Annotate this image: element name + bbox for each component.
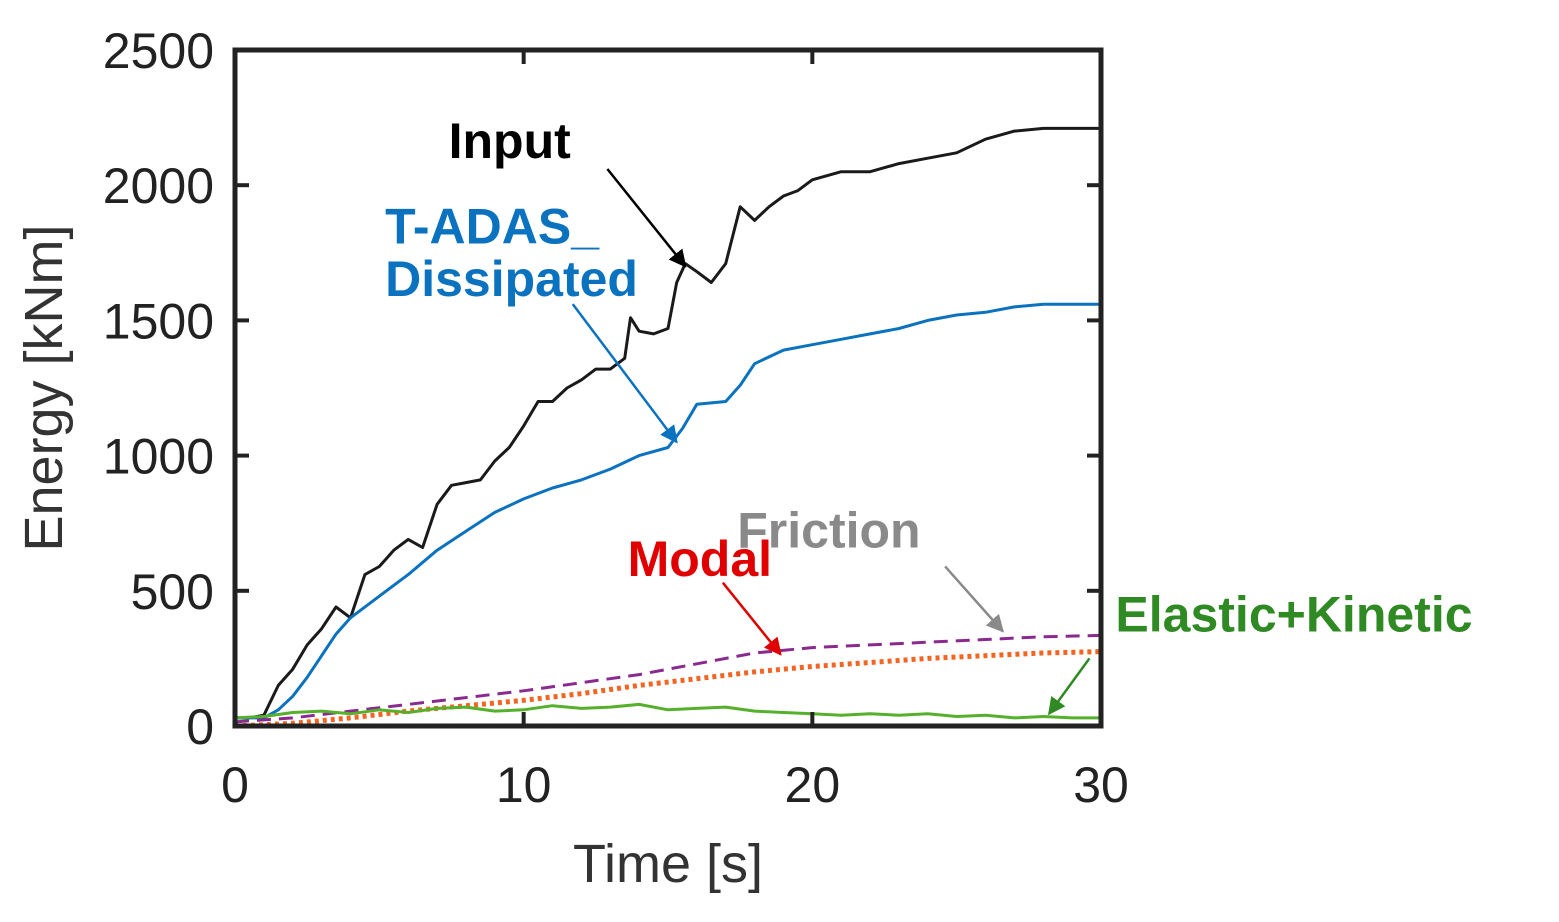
plot-frame (232, 47, 1104, 729)
tick-layer: 0 10 20 30 0 500 1000 1500 2000 2500 (103, 23, 1129, 813)
annotation-label-input: Input (449, 113, 572, 169)
series-layer (234, 126, 1102, 729)
annotation-arrow-modal (721, 581, 782, 656)
y-tick-label: 1500 (103, 293, 214, 349)
annotation-label-modal: Modal (628, 531, 772, 587)
series-line-input (235, 126, 1101, 720)
annotation-label-t-adas: T-ADAS_ (385, 198, 600, 254)
series-line-t-adas-dissipated (235, 302, 1101, 720)
annotation-arrow-friction (944, 565, 1005, 633)
y-tick-label: 2000 (103, 158, 214, 214)
series-line-modal (234, 649, 1102, 729)
x-tick-label: 0 (221, 757, 249, 813)
y-tick-label: 2500 (103, 23, 214, 79)
y-axis-label: Energy [kNm] (14, 224, 74, 551)
y-tick-label: 1000 (103, 429, 214, 485)
y-tick-label: 0 (186, 699, 214, 755)
annotation-label-dissipated: Dissipated (385, 251, 638, 307)
x-axis-label: Time [s] (573, 834, 763, 894)
annotation-arrow-dissipated (571, 303, 678, 444)
annotation-label-elastic-kinetic: Elastic+Kinetic (1115, 586, 1472, 642)
annotation-label-friction: Friction (737, 503, 920, 559)
x-tick-label: 10 (496, 757, 552, 813)
y-tick-label: 500 (131, 564, 214, 620)
annotation-arrow-elastic-kinetic (1048, 657, 1091, 716)
annotation-arrow-input (606, 168, 687, 268)
x-tick-label: 30 (1073, 757, 1129, 813)
series-line-elastic-kinetic (234, 702, 1101, 720)
x-tick-label: 20 (785, 757, 841, 813)
series-line-friction (234, 633, 1102, 724)
